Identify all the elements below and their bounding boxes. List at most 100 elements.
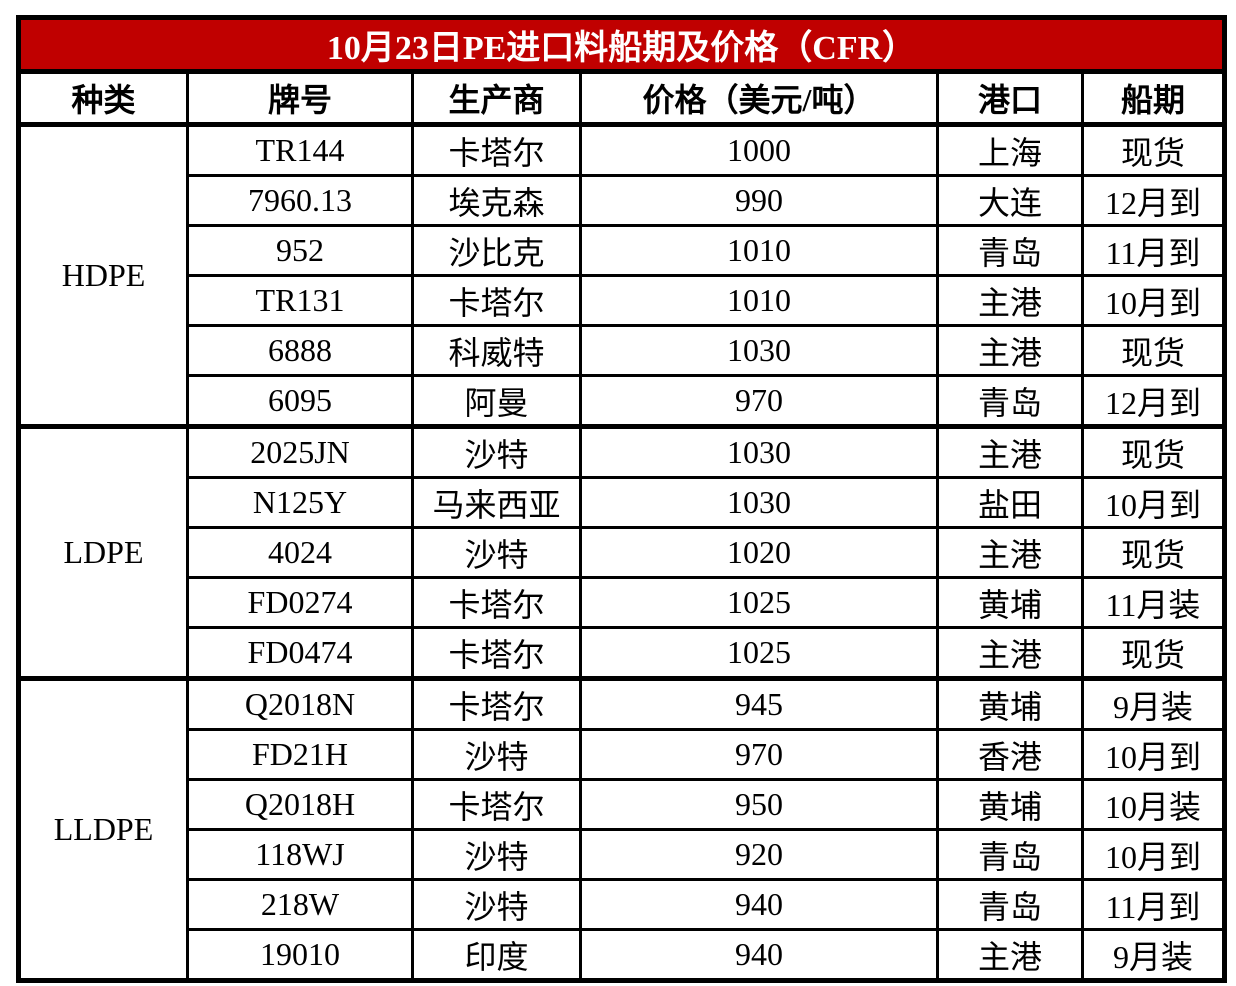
shipment-cell: 12月到: [1080, 174, 1227, 227]
grade-cell: FD0274: [186, 576, 414, 629]
column-header-price: 价格（美元/吨）: [579, 70, 939, 127]
price-cell: 950: [579, 778, 939, 831]
producer-cell: 卡塔尔: [411, 123, 582, 177]
type-cell: LLDPE: [17, 677, 189, 983]
pe-import-price-table: 10月23日PE进口料船期及价格（CFR） 种类 牌号 生产商 价格（美元/吨）…: [15, 15, 1228, 983]
port-cell: 主港: [936, 626, 1084, 681]
grade-cell: 218W: [186, 878, 414, 931]
shipment-cell: 12月到: [1080, 374, 1227, 429]
type-cell: HDPE: [17, 123, 189, 429]
table-title: 10月23日PE进口料船期及价格（CFR）: [15, 15, 1228, 74]
grade-cell: 6888: [186, 324, 414, 377]
port-cell: 主港: [936, 324, 1084, 377]
producer-cell: 沙比克: [411, 224, 582, 277]
price-cell: 1010: [579, 274, 939, 327]
grade-cell: FD0474: [186, 626, 414, 681]
grade-cell: TR131: [186, 274, 414, 327]
grade-cell: TR144: [186, 123, 414, 177]
price-cell: 1025: [579, 576, 939, 629]
table-row: LDPE 2025JN 沙特 1030 主港 现货: [17, 425, 1227, 681]
shipment-cell: 11月到: [1080, 224, 1227, 277]
grade-cell: 7960.13: [186, 174, 414, 227]
table-row: 4024 沙特 1020 主港 现货: [19, 526, 1227, 579]
price-cell: 1030: [579, 425, 939, 479]
column-header-shipment: 船期: [1080, 70, 1227, 127]
port-cell: 主港: [936, 425, 1084, 479]
port-cell: 香港: [936, 728, 1084, 781]
shipment-cell: 10月到: [1080, 728, 1227, 781]
table-row: FD0274 卡塔尔 1025 黄埔 11月装: [19, 576, 1227, 629]
port-cell: 主港: [936, 526, 1084, 579]
grade-cell: 118WJ: [186, 828, 414, 881]
producer-cell: 卡塔尔: [411, 677, 582, 731]
port-cell: 青岛: [936, 828, 1084, 881]
table-row: FD0474 卡塔尔 1025 主港 现货: [19, 626, 1227, 681]
shipment-cell: 10月装: [1080, 778, 1227, 831]
price-cell: 1030: [579, 324, 939, 377]
grade-cell: 6095: [186, 374, 414, 429]
producer-cell: 沙特: [411, 425, 582, 479]
grade-cell: N125Y: [186, 476, 414, 529]
table-header-row: 种类 牌号 生产商 价格（美元/吨） 港口 船期: [17, 70, 1227, 127]
port-cell: 黄埔: [936, 677, 1084, 731]
table-row: LLDPE Q2018N 卡塔尔 945 黄埔 9月装: [17, 677, 1227, 983]
shipment-cell: 10月到: [1080, 274, 1227, 327]
shipment-cell: 10月到: [1080, 828, 1227, 881]
table-row: 7960.13 埃克森 990 大连 12月到: [19, 174, 1227, 227]
shipment-cell: 现货: [1080, 526, 1227, 579]
table-row: 118WJ 沙特 920 青岛 10月到: [19, 828, 1227, 881]
grade-cell: 19010: [186, 928, 414, 983]
price-cell: 1010: [579, 224, 939, 277]
price-cell: 945: [579, 677, 939, 731]
grade-cell: Q2018H: [186, 778, 414, 831]
port-cell: 盐田: [936, 476, 1084, 529]
producer-cell: 卡塔尔: [411, 274, 582, 327]
table-row: HDPE TR144 卡塔尔 1000 上海 现货: [17, 123, 1227, 429]
table-row: Q2018H 卡塔尔 950 黄埔 10月装: [19, 778, 1227, 831]
producer-cell: 卡塔尔: [411, 576, 582, 629]
shipment-cell: 9月装: [1080, 677, 1227, 731]
shipment-cell: 11月到: [1080, 878, 1227, 931]
shipment-cell: 现货: [1080, 123, 1227, 177]
producer-cell: 卡塔尔: [411, 778, 582, 831]
port-cell: 青岛: [936, 224, 1084, 277]
price-cell: 1000: [579, 123, 939, 177]
producer-cell: 阿曼: [411, 374, 582, 429]
shipment-cell: 现货: [1080, 626, 1227, 681]
price-cell: 990: [579, 174, 939, 227]
port-cell: 主港: [936, 274, 1084, 327]
shipment-cell: 11月装: [1080, 576, 1227, 629]
producer-cell: 沙特: [411, 728, 582, 781]
column-header-port: 港口: [936, 70, 1084, 127]
table-row: FD21H 沙特 970 香港 10月到: [19, 728, 1227, 781]
column-header-grade: 牌号: [186, 70, 414, 127]
producer-cell: 埃克森: [411, 174, 582, 227]
grade-cell: 4024: [186, 526, 414, 579]
price-cell: 1020: [579, 526, 939, 579]
shipment-cell: 现货: [1080, 324, 1227, 377]
table-row: N125Y 马来西亚 1030 盐田 10月到: [19, 476, 1227, 529]
price-cell: 1025: [579, 626, 939, 681]
price-cell: 970: [579, 728, 939, 781]
column-header-type: 种类: [17, 70, 189, 127]
table-row: 952 沙比克 1010 青岛 11月到: [19, 224, 1227, 277]
port-cell: 青岛: [936, 878, 1084, 931]
table-row: TR131 卡塔尔 1010 主港 10月到: [19, 274, 1227, 327]
price-cell: 1030: [579, 476, 939, 529]
table-row: 218W 沙特 940 青岛 11月到: [19, 878, 1227, 931]
table-row: 6095 阿曼 970 青岛 12月到: [19, 374, 1227, 429]
table-title-row: 10月23日PE进口料船期及价格（CFR）: [15, 15, 1228, 74]
shipment-cell: 10月到: [1080, 476, 1227, 529]
producer-cell: 沙特: [411, 828, 582, 881]
shipment-cell: 9月装: [1080, 928, 1227, 983]
table-row: 19010 印度 940 主港 9月装: [19, 928, 1227, 983]
producer-cell: 印度: [411, 928, 582, 983]
port-cell: 黄埔: [936, 576, 1084, 629]
producer-cell: 沙特: [411, 878, 582, 931]
producer-cell: 科威特: [411, 324, 582, 377]
grade-cell: Q2018N: [186, 677, 414, 731]
column-header-producer: 生产商: [411, 70, 582, 127]
type-cell: LDPE: [17, 425, 189, 681]
grade-cell: FD21H: [186, 728, 414, 781]
